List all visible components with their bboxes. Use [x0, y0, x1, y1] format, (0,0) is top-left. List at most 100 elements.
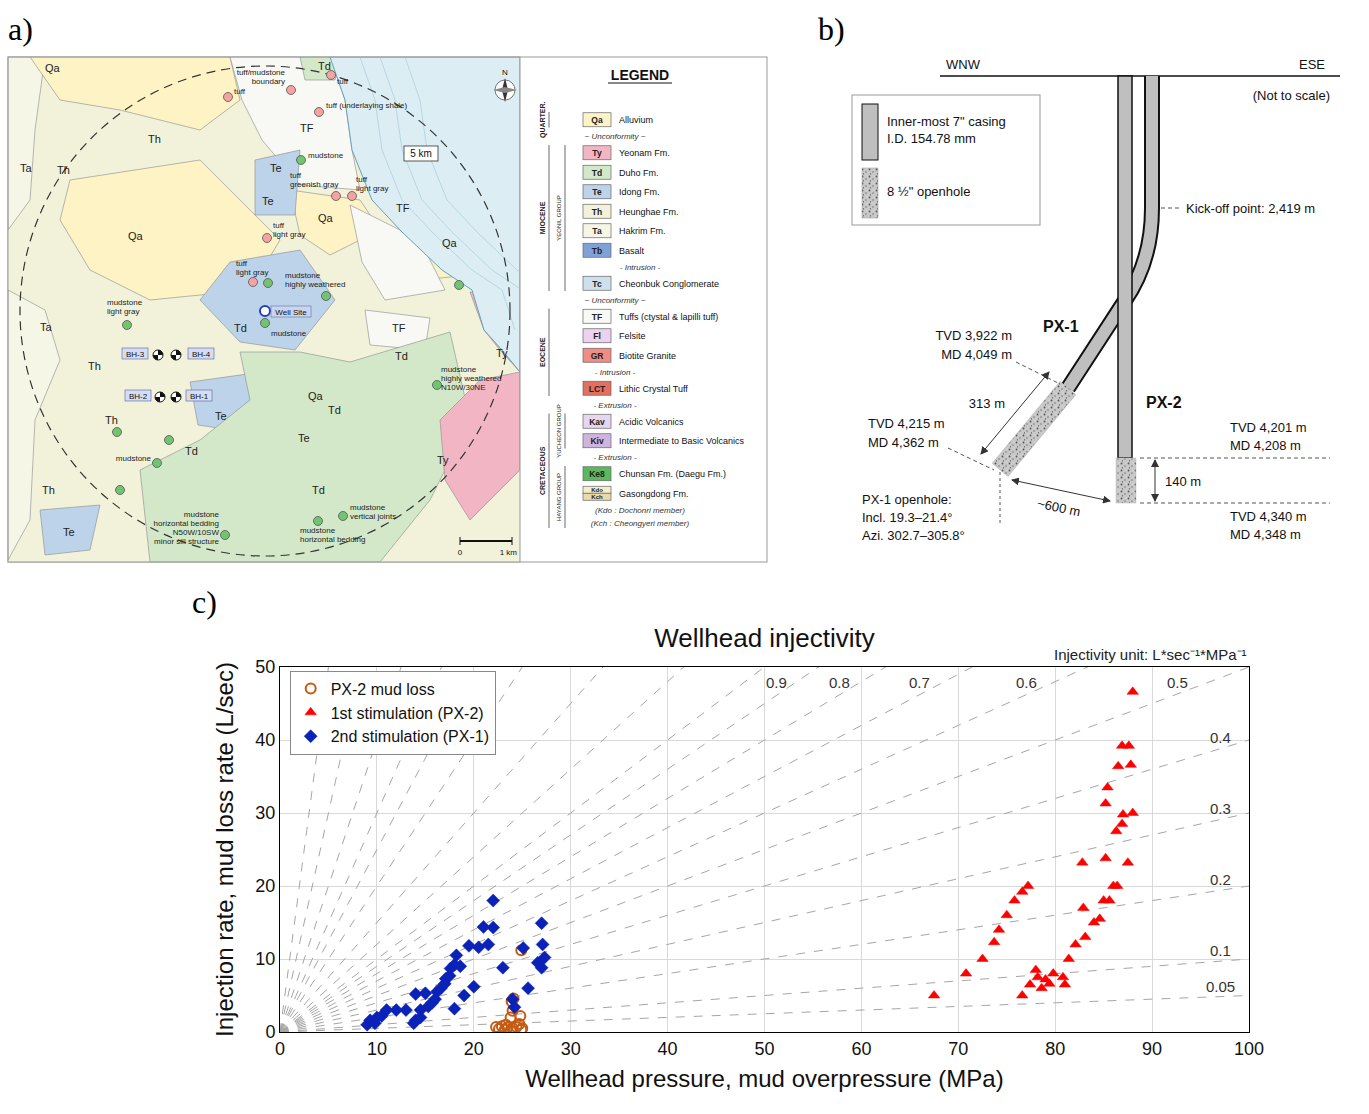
svg-text:30: 30	[561, 1039, 581, 1059]
svg-text:Qa: Qa	[308, 390, 324, 402]
svg-text:horizontal bedding: horizontal bedding	[154, 519, 219, 528]
svg-text:Te: Te	[298, 432, 310, 444]
svg-text:tuff: tuff	[236, 259, 248, 268]
svg-text:100: 100	[1234, 1039, 1264, 1059]
svg-text:a): a)	[8, 11, 33, 47]
svg-text:tuff: tuff	[356, 175, 368, 184]
svg-text:Th: Th	[42, 484, 55, 496]
svg-text:light gray: light gray	[236, 268, 268, 277]
svg-text:(Kch : Cheongyeri member): (Kch : Cheongyeri member)	[591, 519, 690, 528]
svg-text:Td: Td	[312, 484, 325, 496]
svg-text:70: 70	[948, 1039, 968, 1059]
svg-text:2nd stimulation (PX-1): 2nd stimulation (PX-1)	[331, 728, 489, 745]
svg-text:Tc: Tc	[592, 279, 602, 289]
svg-text:Yeonam Fm.: Yeonam Fm.	[619, 148, 670, 158]
svg-text:Fl: Fl	[593, 331, 601, 341]
svg-text:0.6: 0.6	[1016, 674, 1037, 691]
svg-text:50: 50	[255, 657, 275, 677]
svg-text:Lithic Crystal Tuff: Lithic Crystal Tuff	[619, 384, 688, 394]
svg-text:highly weathered: highly weathered	[285, 280, 345, 289]
svg-text:10: 10	[255, 949, 275, 969]
svg-text:light gray: light gray	[107, 307, 139, 316]
svg-text:60: 60	[851, 1039, 871, 1059]
svg-text:I.D. 154.78 mm: I.D. 154.78 mm	[887, 131, 976, 146]
svg-text:Te: Te	[63, 526, 75, 538]
svg-text:Wellhead injectivity: Wellhead injectivity	[654, 623, 875, 653]
svg-text:Well Site: Well Site	[275, 308, 307, 317]
svg-text:- Intrusion -: - Intrusion -	[620, 263, 661, 272]
svg-text:MD 4,348 m: MD 4,348 m	[1230, 527, 1301, 542]
svg-text:~600 m: ~600 m	[1036, 496, 1082, 520]
svg-text:PX-1 openhole:: PX-1 openhole:	[862, 492, 952, 507]
svg-text:0.8: 0.8	[829, 674, 850, 691]
svg-text:Kav: Kav	[589, 417, 605, 427]
svg-text:Biotite Granite: Biotite Granite	[619, 351, 676, 361]
svg-text:Th: Th	[592, 207, 602, 217]
svg-text:Ta: Ta	[592, 226, 602, 236]
svg-text:Td: Td	[592, 168, 602, 178]
svg-text:Tuffs (ctystal & lapilli tuff): Tuffs (ctystal & lapilli tuff)	[619, 312, 718, 322]
svg-text:Heunghae Fm.: Heunghae Fm.	[619, 207, 679, 217]
svg-text:Intermediate to Basic Volcanic: Intermediate to Basic Volcanics	[619, 436, 745, 446]
svg-text:Injectivity unit: L*sec⁻¹*MPa⁻: Injectivity unit: L*sec⁻¹*MPa⁻¹	[1054, 646, 1247, 663]
svg-text:N10W/30NE: N10W/30NE	[441, 383, 485, 392]
svg-text:Gasongdong Fm.: Gasongdong Fm.	[619, 489, 689, 499]
svg-text:EOCENE: EOCENE	[539, 337, 546, 367]
svg-text:mudstone: mudstone	[350, 503, 386, 512]
svg-text:Td: Td	[395, 350, 408, 362]
svg-text:Kiv: Kiv	[590, 436, 604, 446]
svg-text:Td: Td	[234, 322, 247, 334]
svg-text:LCT: LCT	[589, 384, 606, 394]
svg-text:0.05: 0.05	[1206, 978, 1235, 995]
svg-text:Cheonbuk Conglomerate: Cheonbuk Conglomerate	[619, 279, 719, 289]
svg-text:ESE: ESE	[1299, 57, 1325, 72]
svg-text:BH-1: BH-1	[190, 392, 209, 401]
svg-text:TF: TF	[396, 202, 410, 214]
svg-text:Hakrim Fm.: Hakrim Fm.	[619, 226, 666, 236]
svg-text:- Extrusion -: - Extrusion -	[593, 401, 636, 410]
svg-text:BH-2: BH-2	[129, 392, 148, 401]
svg-text:Wellhead pressure, mud overpre: Wellhead pressure, mud overpressure (MPa…	[525, 1065, 1003, 1092]
svg-text:40: 40	[255, 730, 275, 750]
svg-text:Te: Te	[215, 410, 227, 422]
svg-text:Te: Te	[592, 187, 602, 197]
svg-text:40: 40	[658, 1039, 678, 1059]
svg-text:(Kdo : Dochonri member): (Kdo : Dochonri member)	[595, 506, 685, 515]
svg-text:30: 30	[255, 803, 275, 823]
svg-text:20: 20	[255, 876, 275, 896]
svg-text:minor sill structure: minor sill structure	[154, 537, 219, 546]
svg-text:light gray: light gray	[356, 184, 388, 193]
svg-text:~ Unconformity ~: ~ Unconformity ~	[585, 132, 646, 141]
svg-text:Ty: Ty	[437, 454, 449, 466]
svg-text:PX-2: PX-2	[1146, 394, 1182, 411]
svg-text:mudstone: mudstone	[285, 271, 321, 280]
svg-text:~ Unconformity ~: ~ Unconformity ~	[585, 296, 646, 305]
svg-text:LEGEND: LEGEND	[611, 67, 669, 83]
svg-text:Th: Th	[88, 360, 101, 372]
svg-text:20: 20	[464, 1039, 484, 1059]
svg-text:Basalt: Basalt	[619, 246, 645, 256]
svg-text:mudstone: mudstone	[308, 151, 344, 160]
svg-text:0.3: 0.3	[1210, 800, 1231, 817]
svg-text:MD 4,208 m: MD 4,208 m	[1230, 438, 1301, 453]
svg-text:Ty: Ty	[592, 148, 602, 158]
svg-text:Ta: Ta	[20, 162, 33, 174]
svg-text:MD 4,049 m: MD 4,049 m	[941, 347, 1012, 362]
svg-text:horizontal bedding: horizontal bedding	[300, 535, 365, 544]
svg-text:Chunsan Fm. (Daegu Fm.): Chunsan Fm. (Daegu Fm.)	[619, 469, 726, 479]
svg-text:boundary: boundary	[252, 77, 285, 86]
svg-text:8 ½" openhole: 8 ½" openhole	[887, 184, 970, 199]
svg-text:highly weathered: highly weathered	[441, 374, 501, 383]
svg-text:Felsite: Felsite	[619, 331, 646, 341]
svg-text:0.1: 0.1	[1210, 942, 1231, 959]
svg-text:Td: Td	[318, 60, 331, 72]
svg-text:Tb: Tb	[592, 246, 602, 256]
svg-text:WNW: WNW	[946, 57, 981, 72]
svg-text:140 m: 140 m	[1165, 474, 1201, 489]
svg-text:TVD 4,201 m: TVD 4,201 m	[1230, 420, 1307, 435]
svg-text:1 km: 1 km	[500, 548, 518, 557]
svg-text:Kdo: Kdo	[591, 487, 603, 493]
svg-text:YEONIL GROUP: YEONIL GROUP	[556, 195, 562, 240]
svg-text:tuff (underlaying shale): tuff (underlaying shale)	[326, 101, 408, 110]
svg-text:mudstone: mudstone	[184, 510, 220, 519]
